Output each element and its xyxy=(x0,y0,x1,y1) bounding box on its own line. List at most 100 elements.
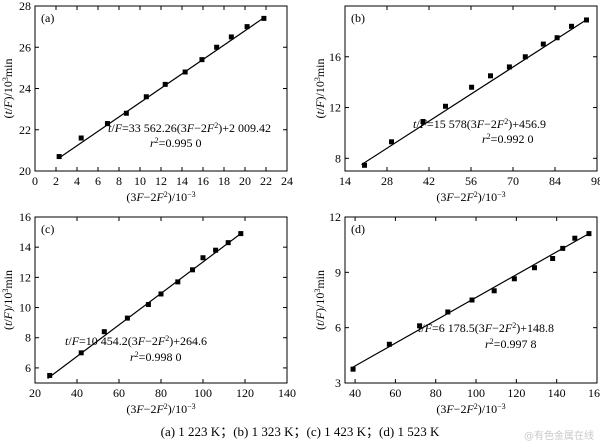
fit-equation: t/F=6 178.5(3F−2F2)+148.8 xyxy=(418,321,554,336)
y-tick-label: 22 xyxy=(19,123,31,137)
panel-label: (b) xyxy=(351,11,365,25)
r-squared-label: r2=0.998 0 xyxy=(130,350,181,365)
data-point xyxy=(158,291,164,297)
data-point xyxy=(443,103,448,109)
x-tick-label: 20 xyxy=(239,174,251,188)
chart-panel-2: 14 28 42 56 70 84 98 8 12 16 (b) t/F=15 578(3F−2F2)… xyxy=(313,5,600,205)
x-tick-label: 28 xyxy=(381,174,393,188)
data-point xyxy=(104,121,110,127)
x-axis-label: (3F−2F2)/10−3 xyxy=(126,190,195,205)
data-point xyxy=(386,341,392,347)
data-point xyxy=(261,15,267,21)
fit-equation: t/F=33 562.26(3F−2F2)+2 009.42 xyxy=(108,121,271,136)
x-tick-label: 24 xyxy=(281,174,293,188)
y-tick-label: 10 xyxy=(19,301,31,315)
chart-panel-3: 20 40 60 80 100 120 140 6 8 10 12 14 16 (c) t/F=10 454… xyxy=(1,210,297,416)
data-point xyxy=(469,297,475,303)
y-tick-label: 3 xyxy=(335,376,341,390)
fit-equation: t/F=10 454.2(3F−2F2)+264.6 xyxy=(65,334,207,349)
data-point xyxy=(569,23,574,29)
y-axis-label: (t/F)/103min xyxy=(313,270,328,330)
x-tick-label: 56 xyxy=(465,174,477,188)
x-tick-label: 98 xyxy=(591,174,600,188)
x-tick-label: 60 xyxy=(389,386,401,400)
x-axis-label: (3F−2F2)/10−3 xyxy=(436,190,505,205)
x-tick-label: 140 xyxy=(548,386,566,400)
fit-equation: t/F=15 578(3F−2F2)+456.9 xyxy=(413,117,546,132)
y-tick-label: 24 xyxy=(19,82,31,96)
data-point xyxy=(560,245,566,251)
y-tick-label: 12 xyxy=(329,210,341,224)
y-tick-label: 6 xyxy=(335,321,341,335)
y-tick-label: 8 xyxy=(335,151,341,165)
data-point xyxy=(123,110,129,116)
x-tick-label: 120 xyxy=(507,386,525,400)
x-tick-label: 60 xyxy=(113,386,125,400)
y-tick-label: 16 xyxy=(19,210,31,224)
chart-panel-4: 40 60 80 100 120 140 160 3 6 9 12 (d) t/F=6 178.5(3F… xyxy=(313,210,600,416)
data-point xyxy=(214,44,220,50)
x-tick-label: 0 xyxy=(32,174,38,188)
data-point xyxy=(101,329,107,335)
x-tick-label: 100 xyxy=(194,386,212,400)
x-tick-label: 160 xyxy=(588,386,600,400)
data-point xyxy=(213,247,219,253)
data-point xyxy=(491,288,497,294)
watermark: @有色金属在线 xyxy=(524,431,594,442)
y-tick-label: 16 xyxy=(329,50,341,64)
y-tick-label: 12 xyxy=(329,101,341,115)
x-tick-label: 140 xyxy=(278,386,296,400)
r-squared-label: r2=0.997 8 xyxy=(485,337,536,352)
data-point xyxy=(244,24,250,30)
y-axis-label: (t/F)/103min xyxy=(1,58,16,118)
y-tick-label: 12 xyxy=(19,270,31,284)
data-point xyxy=(145,302,151,308)
data-point xyxy=(540,41,546,47)
data-point xyxy=(350,366,356,372)
y-tick-label: 26 xyxy=(19,40,31,54)
x-tick-label: 84 xyxy=(549,174,561,188)
x-tick-label: 40 xyxy=(349,386,361,400)
y-tick-label: 6 xyxy=(25,361,31,375)
panel-label: (d) xyxy=(351,222,365,236)
data-point xyxy=(228,34,234,40)
fit-line xyxy=(57,15,267,160)
x-tick-label: 8 xyxy=(116,174,122,188)
panel-label: (a) xyxy=(41,11,54,25)
data-point xyxy=(550,256,556,261)
data-point xyxy=(78,350,84,356)
y-tick-label: 20 xyxy=(19,164,31,178)
data-point xyxy=(420,119,426,124)
data-point xyxy=(199,57,205,63)
x-tick-label: 10 xyxy=(134,174,146,188)
x-tick-label: 40 xyxy=(71,386,83,400)
data-point xyxy=(511,276,517,282)
x-tick-label: 22 xyxy=(260,174,272,188)
data-point xyxy=(445,309,451,315)
x-tick-label: 14 xyxy=(339,174,351,188)
x-tick-label: 100 xyxy=(467,386,485,400)
x-tick-label: 14 xyxy=(176,174,188,188)
x-axis-label: (3F−2F2)/10−3 xyxy=(436,402,505,417)
data-point xyxy=(124,315,130,321)
data-point xyxy=(200,255,206,261)
r-squared-label: r2=0.995 0 xyxy=(150,136,201,151)
x-tick-label: 2 xyxy=(53,174,59,188)
data-point xyxy=(522,54,528,60)
data-point xyxy=(238,231,244,237)
x-tick-label: 80 xyxy=(155,386,167,400)
r-squared-label: r2=0.992 0 xyxy=(482,132,533,147)
y-tick-label: 28 xyxy=(19,0,31,13)
data-point xyxy=(190,267,195,273)
data-point xyxy=(417,323,423,329)
data-point xyxy=(362,162,367,168)
y-axis-label: (t/F)/103min xyxy=(313,58,328,118)
x-tick-label: 42 xyxy=(423,174,435,188)
data-point xyxy=(47,372,53,378)
data-point xyxy=(162,81,168,87)
x-tick-label: 16 xyxy=(197,174,209,188)
data-point xyxy=(389,139,394,145)
x-tick-label: 12 xyxy=(155,174,167,188)
x-tick-label: 6 xyxy=(95,174,101,188)
